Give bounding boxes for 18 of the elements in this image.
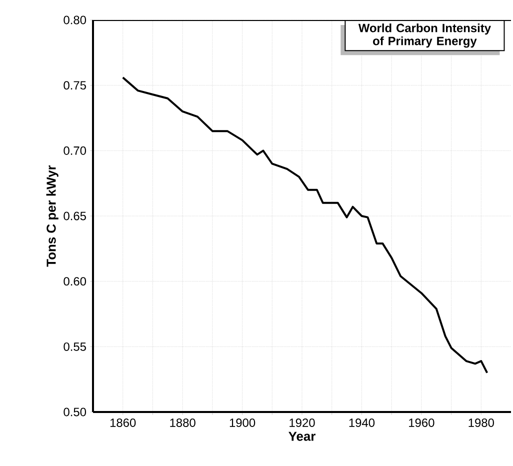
y-tick-label: 0.55: [64, 342, 86, 351]
x-tick-label: 1920: [290, 418, 315, 427]
x-tick-label: 1860: [110, 418, 136, 427]
y-tick-label: 0.80: [64, 16, 86, 24]
y-tick-label: 0.50: [64, 408, 86, 416]
x-tick-label: 1960: [409, 418, 434, 427]
x-axis-title: Year: [288, 432, 316, 441]
x-tick-label: 1900: [230, 418, 256, 427]
y-tick-label: 0.70: [64, 146, 86, 155]
x-tick-label: 1880: [170, 418, 196, 427]
y-tick-label: 0.60: [64, 277, 86, 286]
y-axis-title: Tons C per kWyr: [46, 165, 58, 267]
text: World Carbon Intensity of Primary Energy: [358, 23, 491, 48]
line-series: [122, 76, 488, 374]
x-tick-label: 1980: [468, 418, 494, 427]
x-tick-label: 1940: [349, 418, 375, 427]
y-tick-label: 0.65: [64, 212, 86, 220]
y-tick-label: 0.75: [64, 81, 86, 90]
